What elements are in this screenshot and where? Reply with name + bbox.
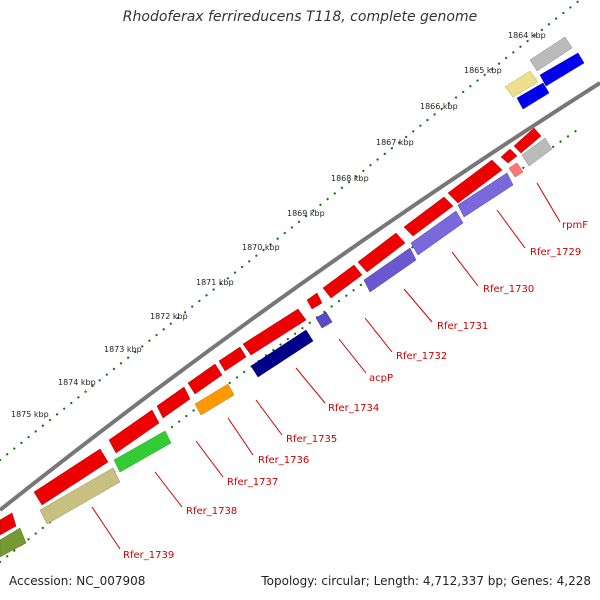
gene-label[interactable]: Rfer_1736 bbox=[258, 455, 309, 466]
gene-feature[interactable] bbox=[539, 52, 585, 87]
kbp-labels: 1864 kbp 1865 kbp 1866 kbp 1867 kbp 1868… bbox=[11, 31, 546, 419]
gene-feature[interactable] bbox=[156, 386, 191, 419]
gene-feature[interactable] bbox=[447, 159, 503, 204]
gene-label[interactable]: Rfer_1737 bbox=[227, 477, 278, 488]
label-leaders bbox=[91, 182, 561, 550]
gene-feature[interactable] bbox=[39, 467, 121, 525]
gene-feature[interactable] bbox=[306, 292, 323, 310]
forward-genes bbox=[0, 127, 542, 536]
gene-feature[interactable] bbox=[108, 409, 160, 454]
kbp-label: 1870 kbp bbox=[242, 243, 280, 252]
gene-feature[interactable] bbox=[0, 512, 17, 536]
gene-feature[interactable] bbox=[516, 82, 550, 110]
gene-feature[interactable] bbox=[187, 363, 223, 395]
gene-feature[interactable] bbox=[508, 162, 524, 178]
gene-label[interactable]: Rfer_1730 bbox=[483, 284, 534, 295]
kbp-label: 1874 kbp bbox=[58, 378, 96, 387]
map-title: Rhodoferax ferrireducens T118, complete … bbox=[122, 9, 478, 25]
other-genes bbox=[0, 36, 585, 558]
gene-feature[interactable] bbox=[521, 137, 553, 167]
kbp-label: 1873 kbp bbox=[104, 345, 142, 354]
gene-feature[interactable] bbox=[504, 70, 539, 98]
gene-feature[interactable] bbox=[500, 148, 518, 164]
gene-feature[interactable] bbox=[457, 172, 514, 218]
gene-feature[interactable] bbox=[194, 383, 235, 416]
gene-label[interactable]: Rfer_1739 bbox=[123, 550, 174, 561]
kbp-label: 1868 kbp bbox=[331, 174, 369, 183]
gene-feature[interactable] bbox=[315, 311, 333, 329]
gene-feature[interactable] bbox=[33, 448, 109, 506]
gene-feature[interactable] bbox=[250, 329, 314, 378]
gene-label[interactable]: Rfer_1731 bbox=[437, 321, 488, 332]
gene-feature[interactable] bbox=[513, 127, 542, 154]
kbp-label: 1875 kbp bbox=[11, 410, 49, 419]
kbp-label: 1864 kbp bbox=[508, 31, 546, 40]
gene-feature[interactable] bbox=[363, 247, 417, 293]
gene-feature[interactable] bbox=[529, 36, 573, 72]
gene-feature[interactable] bbox=[357, 232, 406, 273]
kbp-label: 1869 kbp bbox=[287, 209, 325, 218]
outer-dotted-axis bbox=[0, 0, 582, 462]
accession-text: Accession: NC_007908 bbox=[9, 574, 146, 588]
gene-feature[interactable] bbox=[410, 210, 464, 256]
kbp-label: 1871 kbp bbox=[196, 278, 234, 287]
gene-feature[interactable] bbox=[0, 527, 27, 558]
gene-label[interactable]: Rfer_1732 bbox=[396, 351, 447, 362]
gene-label[interactable]: rpmF bbox=[562, 220, 588, 231]
gene-labels: rpmF Rfer_1729 Rfer_1730 Rfer_1731 Rfer_… bbox=[123, 220, 588, 561]
kbp-label: 1872 kbp bbox=[150, 312, 188, 321]
summary-text: Topology: circular; Length: 4,712,337 bp… bbox=[261, 574, 591, 588]
kbp-label: 1867 kbp bbox=[376, 138, 414, 147]
kbp-label: 1865 kbp bbox=[464, 66, 502, 75]
gene-feature[interactable] bbox=[218, 346, 247, 372]
gene-label[interactable]: Rfer_1735 bbox=[286, 434, 337, 445]
genome-backbone bbox=[0, 81, 600, 512]
gene-label[interactable]: Rfer_1738 bbox=[186, 506, 237, 517]
gene-feature[interactable] bbox=[113, 430, 172, 473]
gene-label[interactable]: Rfer_1734 bbox=[328, 403, 379, 414]
gene-feature[interactable] bbox=[322, 264, 363, 299]
gene-feature[interactable] bbox=[242, 308, 307, 356]
gene-feature[interactable] bbox=[403, 196, 454, 237]
kbp-label: 1866 kbp bbox=[420, 102, 458, 111]
gene-label[interactable]: Rfer_1729 bbox=[530, 247, 581, 258]
gene-label[interactable]: acpP bbox=[369, 373, 393, 384]
